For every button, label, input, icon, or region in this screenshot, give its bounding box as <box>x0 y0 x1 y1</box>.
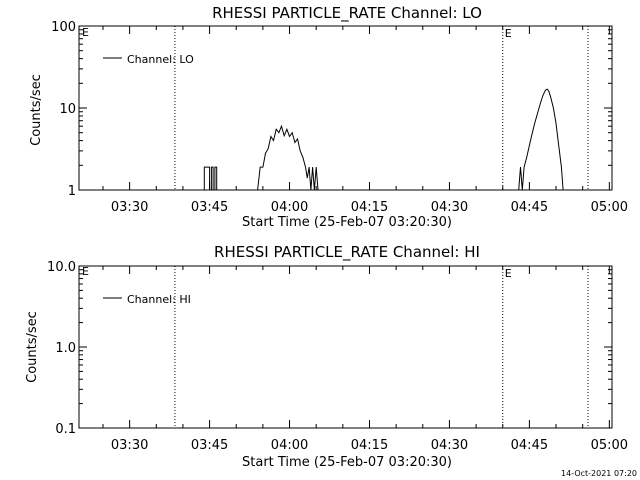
x-tick-label: 05:00 <box>591 200 628 215</box>
x-tick-label: 04:15 <box>351 200 388 215</box>
x-axis-label: Start Time (25-Feb-07 03:20:30) <box>242 215 452 230</box>
chart-title: RHESSI PARTICLE_RATE Channel: HI <box>214 243 480 262</box>
x-tick-label: 04:00 <box>271 200 308 215</box>
x-tick-label: 04:30 <box>431 438 468 453</box>
legend-label: Channel: LO <box>127 53 194 66</box>
legend-label: Channel: HI <box>127 293 191 306</box>
y-axis-label: Counts/sec <box>25 311 40 383</box>
left-edge-marker: E <box>82 26 89 39</box>
x-tick-label: 05:00 <box>591 438 628 453</box>
x-tick-label: 03:45 <box>191 438 228 453</box>
chart-title: RHESSI PARTICLE_RATE Channel: LO <box>212 4 482 23</box>
y-tick-label: 0.1 <box>55 422 76 437</box>
series-line <box>203 88 564 191</box>
y-tick-label: 1.0 <box>55 341 76 356</box>
x-tick-label: 04:00 <box>271 438 308 453</box>
x-tick-label: 03:30 <box>111 438 148 453</box>
event-line-label: E <box>505 267 512 280</box>
footer-timestamp: 14-Oct-2021 07:20 <box>561 469 637 478</box>
x-tick-label: 04:15 <box>351 438 388 453</box>
y-tick-label: 10.0 <box>47 260 76 275</box>
x-tick-label: 04:45 <box>511 438 548 453</box>
chart-panel-lo: RHESSI PARTICLE_RATE Channel: LO Counts/… <box>29 4 628 230</box>
x-tick-label: 03:30 <box>111 200 148 215</box>
chart-panel-hi: RHESSI PARTICLE_RATE Channel: HI Counts/… <box>25 243 628 470</box>
x-axis-label: Start Time (25-Feb-07 03:20:30) <box>242 455 452 470</box>
y-axis-label: Counts/sec <box>29 74 44 146</box>
y-tick-label: 10 <box>59 102 76 117</box>
event-line-label: E <box>505 27 512 40</box>
y-tick-label: 1 <box>68 184 76 199</box>
y-tick-label: 100 <box>51 20 76 35</box>
x-tick-label: 03:45 <box>191 200 228 215</box>
plot-frame <box>78 265 613 429</box>
x-tick-label: 04:45 <box>511 200 548 215</box>
plot-frame <box>78 25 613 191</box>
left-edge-marker: E <box>82 265 89 278</box>
x-tick-label: 04:30 <box>431 200 468 215</box>
